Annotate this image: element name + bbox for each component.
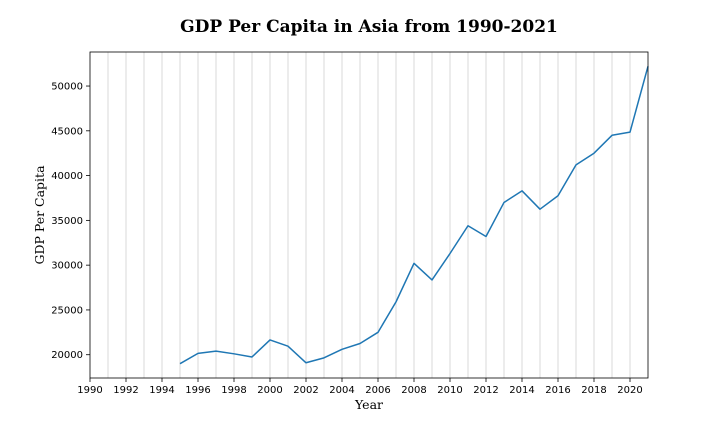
y-tick-label-45000: 45000	[51, 126, 83, 137]
x-tick-label-2014: 2014	[509, 385, 534, 396]
x-tick-label-2008: 2008	[401, 385, 426, 396]
x-tick-label-2016: 2016	[545, 385, 570, 396]
x-tick-label-1994: 1994	[149, 385, 174, 396]
y-tick-label-30000: 30000	[51, 261, 83, 272]
x-tick-label-2004: 2004	[329, 385, 354, 396]
y-axis: 20000 25000 30000 35000 40000 45000 50000	[51, 82, 90, 361]
x-axis: 1990 1992 1994 1996 1998 2000 2002 2004 2006 2008…	[77, 378, 643, 396]
x-tick-label-2020: 2020	[617, 385, 642, 396]
y-tick-label-25000: 25000	[51, 305, 83, 316]
x-tick-label-2012: 2012	[473, 385, 498, 396]
x-tick-label-1998: 1998	[221, 385, 246, 396]
y-tick-label-20000: 20000	[51, 350, 83, 361]
x-axis-label: Year	[354, 397, 383, 412]
x-tick-label-1996: 1996	[185, 385, 210, 396]
x-tick-label-1992: 1992	[113, 385, 138, 396]
x-tick-label-2018: 2018	[581, 385, 606, 396]
y-tick-label-35000: 35000	[51, 216, 83, 227]
grid-lines	[107, 52, 631, 378]
plot-frame	[89, 51, 649, 379]
y-axis-label: GDP Per Capita	[32, 165, 47, 265]
x-tick-label-1990: 1990	[77, 385, 102, 396]
chart-title: GDP Per Capita in Asia from 1990-2021	[180, 17, 558, 37]
series-line-0	[179, 66, 649, 365]
x-tick-label-2000: 2000	[257, 385, 282, 396]
series-layer	[179, 66, 649, 365]
y-tick-label-40000: 40000	[51, 171, 83, 182]
x-tick-label-2010: 2010	[437, 385, 462, 396]
y-tick-label-50000: 50000	[51, 82, 83, 93]
x-tick-label-2002: 2002	[293, 385, 318, 396]
x-tick-label-2006: 2006	[365, 385, 390, 396]
